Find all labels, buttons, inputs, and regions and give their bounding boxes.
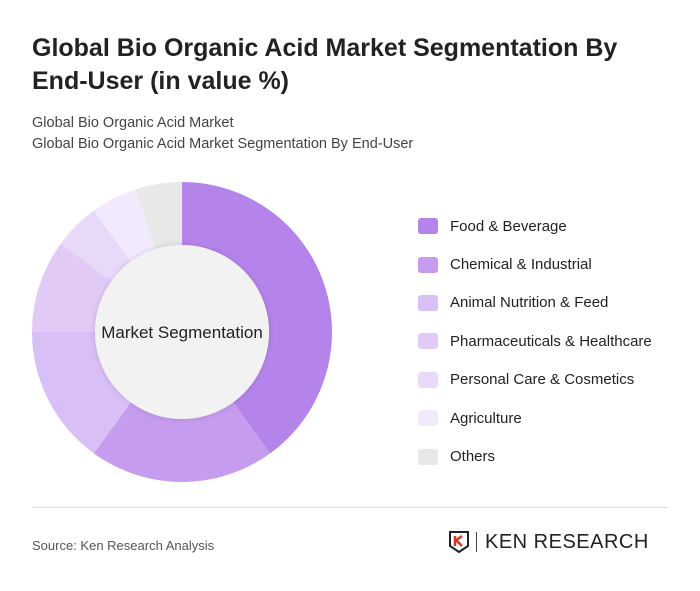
legend-item: Personal Care & Cosmetics <box>418 361 652 399</box>
donut-slice-agriculture <box>93 189 156 262</box>
legend-label: Food & Beverage <box>450 217 567 235</box>
legend-label: Personal Care & Cosmetics <box>450 371 635 389</box>
legend-item: Animal Nutrition & Feed <box>418 284 652 322</box>
subtitle-market: Global Bio Organic Acid Market <box>32 115 234 131</box>
legend-label: Chemical & Industrial <box>450 256 592 274</box>
source-note: Source: Ken Research Analysis <box>32 538 215 553</box>
logo-text: KEN RESEARCH <box>485 530 649 553</box>
legend-item: Food & Beverage <box>418 207 652 245</box>
donut-slice-others <box>135 182 182 250</box>
legend-item: Chemical & Industrial <box>418 245 652 283</box>
legend-label: Others <box>450 448 496 466</box>
legend-item: Pharmaceuticals & Healthcare <box>418 322 652 360</box>
donut-slice-chemical-industrial <box>93 402 271 482</box>
center-label: Market Segmentation <box>101 323 263 342</box>
ken-research-logo: KEN RESEARCH <box>448 530 649 554</box>
legend-swatch <box>418 410 438 427</box>
legend-swatch <box>418 256 438 273</box>
legend-label: Animal Nutrition & Feed <box>450 294 609 312</box>
donut-slice-personal-care-cosmetics <box>60 210 131 281</box>
legend-swatch <box>418 333 438 350</box>
donut-center <box>95 245 269 419</box>
legend-swatch <box>418 294 438 311</box>
legend-item: Others <box>418 437 652 475</box>
legend: Food & Beverage Chemical & Industrial Anim… <box>418 207 652 476</box>
donut-slice-food-beverage <box>182 182 332 454</box>
donut-chart: Market Segmentation <box>32 182 332 482</box>
legend-item: Agriculture <box>418 399 652 437</box>
legend-swatch <box>418 371 438 388</box>
donut-slice-pharmaceuticals-healthcare <box>32 243 112 332</box>
ken-logo-icon <box>449 531 469 554</box>
divider <box>32 507 668 508</box>
legend-swatch <box>418 448 438 465</box>
subtitle-segmentation: Global Bio Organic Acid Market Segmentat… <box>32 136 414 152</box>
donut-slice-animal-nutrition-feed <box>32 332 131 454</box>
legend-label: Agriculture <box>450 409 522 427</box>
chart-title: Global Bio Organic Acid Market Segmentat… <box>32 34 618 95</box>
legend-swatch <box>418 218 438 235</box>
legend-label: Pharmaceuticals & Healthcare <box>450 332 652 350</box>
